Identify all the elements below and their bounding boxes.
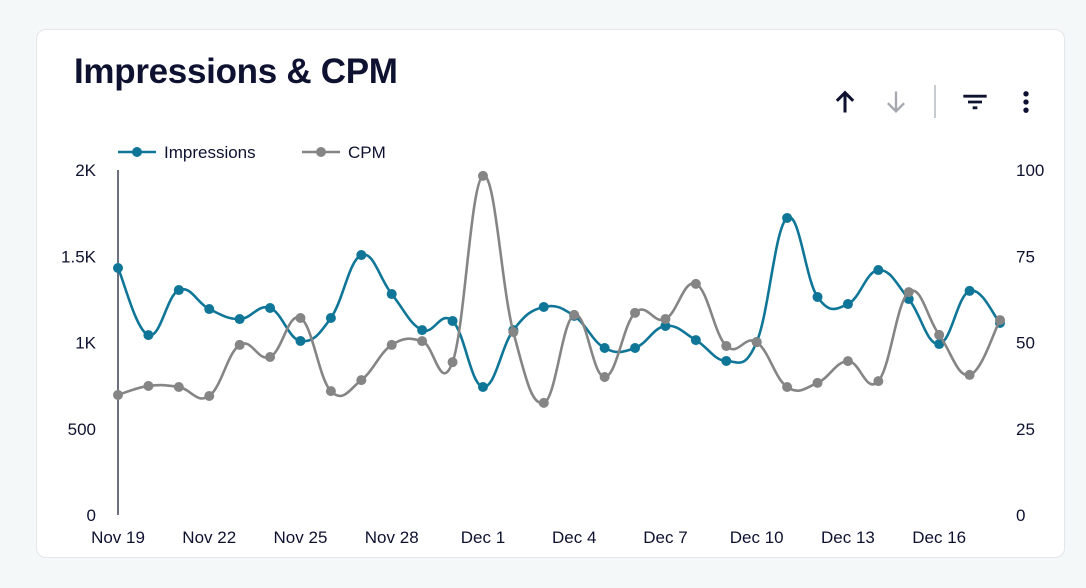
cpm-point[interactable] [995, 315, 1005, 326]
impressions-point[interactable] [630, 343, 641, 354]
impressions-point[interactable] [265, 303, 276, 313]
cpm-point[interactable] [690, 278, 701, 289]
legend-label: Impressions [164, 143, 256, 162]
cpm-point[interactable] [173, 382, 184, 393]
legend-item-cpm[interactable]: CPM [302, 143, 386, 162]
legend-item-impressions[interactable]: Impressions [118, 143, 256, 162]
impressions-point[interactable] [173, 285, 184, 296]
series-cpm [113, 170, 1005, 408]
impressions-point[interactable] [812, 291, 823, 302]
x-tick-label: Nov 28 [365, 528, 419, 547]
x-tick-label: Dec 13 [821, 528, 875, 547]
y-left-tick-label: 0 [87, 506, 96, 525]
cpm-point[interactable] [143, 380, 154, 391]
y-left-tick-label: 2K [75, 161, 96, 180]
cpm-point[interactable] [265, 351, 276, 362]
x-tick-label: Dec 16 [912, 528, 966, 547]
impressions-point[interactable] [690, 335, 701, 346]
impressions-point[interactable] [477, 382, 488, 393]
x-tick-label: Dec 7 [643, 528, 687, 547]
impressions-point[interactable] [417, 325, 428, 336]
arrow-up-icon[interactable] [831, 88, 859, 116]
legend-swatch-dot [132, 147, 142, 157]
impressions-point[interactable] [964, 285, 975, 296]
cpm-point[interactable] [751, 337, 762, 348]
cpm-point[interactable] [113, 389, 123, 400]
toolbar-divider [934, 85, 936, 118]
impressions-point[interactable] [113, 262, 123, 273]
y-left-tick-label: 500 [68, 420, 96, 439]
cpm-point[interactable] [477, 170, 488, 181]
cpm-point[interactable] [386, 339, 397, 350]
cpm-point[interactable] [234, 339, 245, 350]
y-right-tick-label: 75 [1016, 247, 1035, 266]
cpm-line [117, 174, 1002, 405]
cpm-point[interactable] [356, 375, 367, 386]
more-vert-icon[interactable] [1012, 88, 1040, 116]
cpm-point[interactable] [903, 287, 914, 298]
arrow-down-icon[interactable] [882, 88, 910, 116]
cpm-point[interactable] [934, 329, 945, 340]
impressions-point[interactable] [447, 315, 458, 326]
y-left-tick-label: 1K [75, 334, 96, 353]
impressions-point[interactable] [721, 355, 732, 366]
impressions-point[interactable] [143, 330, 154, 341]
cpm-point[interactable] [599, 372, 610, 382]
impressions-point[interactable] [538, 301, 549, 312]
x-tick-label: Dec 4 [552, 528, 596, 547]
y-left-tick-label: 1.5K [61, 247, 97, 266]
cpm-point[interactable] [630, 307, 641, 318]
axes: 0 500 1K 1.5K 2K 0 25 50 75 100 Nov 19 Nov 22 Nov 25… [61, 161, 1044, 547]
legend-label: CPM [348, 143, 386, 162]
cpm-point[interactable] [842, 356, 853, 367]
cpm-point[interactable] [782, 382, 793, 393]
chart-title: Impressions & CPM [74, 52, 398, 91]
y-right-tick-label: 0 [1016, 506, 1025, 525]
y-right-tick-label: 100 [1016, 161, 1044, 180]
x-tick-label: Dec 1 [461, 528, 505, 547]
cpm-point[interactable] [295, 313, 306, 324]
impressions-point[interactable] [842, 299, 853, 310]
cpm-point[interactable] [447, 357, 458, 368]
cpm-point[interactable] [204, 390, 215, 401]
impressions-point[interactable] [660, 320, 671, 331]
cpm-point[interactable] [325, 386, 336, 397]
legend-swatch-dot [316, 147, 326, 157]
impressions-point[interactable] [356, 250, 367, 261]
cpm-point[interactable] [508, 327, 519, 338]
impressions-point[interactable] [295, 335, 306, 346]
impressions-point[interactable] [873, 265, 884, 276]
cpm-point[interactable] [538, 397, 549, 408]
x-tick-label: Nov 19 [91, 528, 145, 547]
impressions-point[interactable] [204, 304, 215, 315]
y-right-tick-label: 25 [1016, 420, 1035, 439]
impressions-point[interactable] [934, 339, 945, 350]
x-tick-label: Nov 25 [274, 528, 328, 547]
cpm-point[interactable] [660, 314, 671, 325]
cpm-point[interactable] [873, 376, 884, 387]
impressions-point[interactable] [234, 314, 245, 325]
cpm-point[interactable] [812, 377, 823, 388]
cpm-point[interactable] [964, 369, 975, 380]
x-tick-label: Nov 22 [182, 528, 236, 547]
series-lines [113, 170, 1005, 408]
cpm-point[interactable] [721, 340, 732, 351]
y-right-tick-label: 50 [1016, 334, 1035, 353]
impressions-point[interactable] [386, 289, 397, 300]
chart-card [36, 29, 1065, 558]
impressions-point[interactable] [325, 313, 336, 324]
cpm-point[interactable] [417, 336, 428, 347]
x-tick-label: Dec 10 [730, 528, 784, 547]
impressions-point[interactable] [782, 212, 793, 223]
cpm-point[interactable] [569, 309, 580, 320]
filter-icon[interactable] [961, 88, 989, 116]
legend: Impressions CPM [118, 143, 386, 162]
impressions-point[interactable] [599, 343, 610, 354]
